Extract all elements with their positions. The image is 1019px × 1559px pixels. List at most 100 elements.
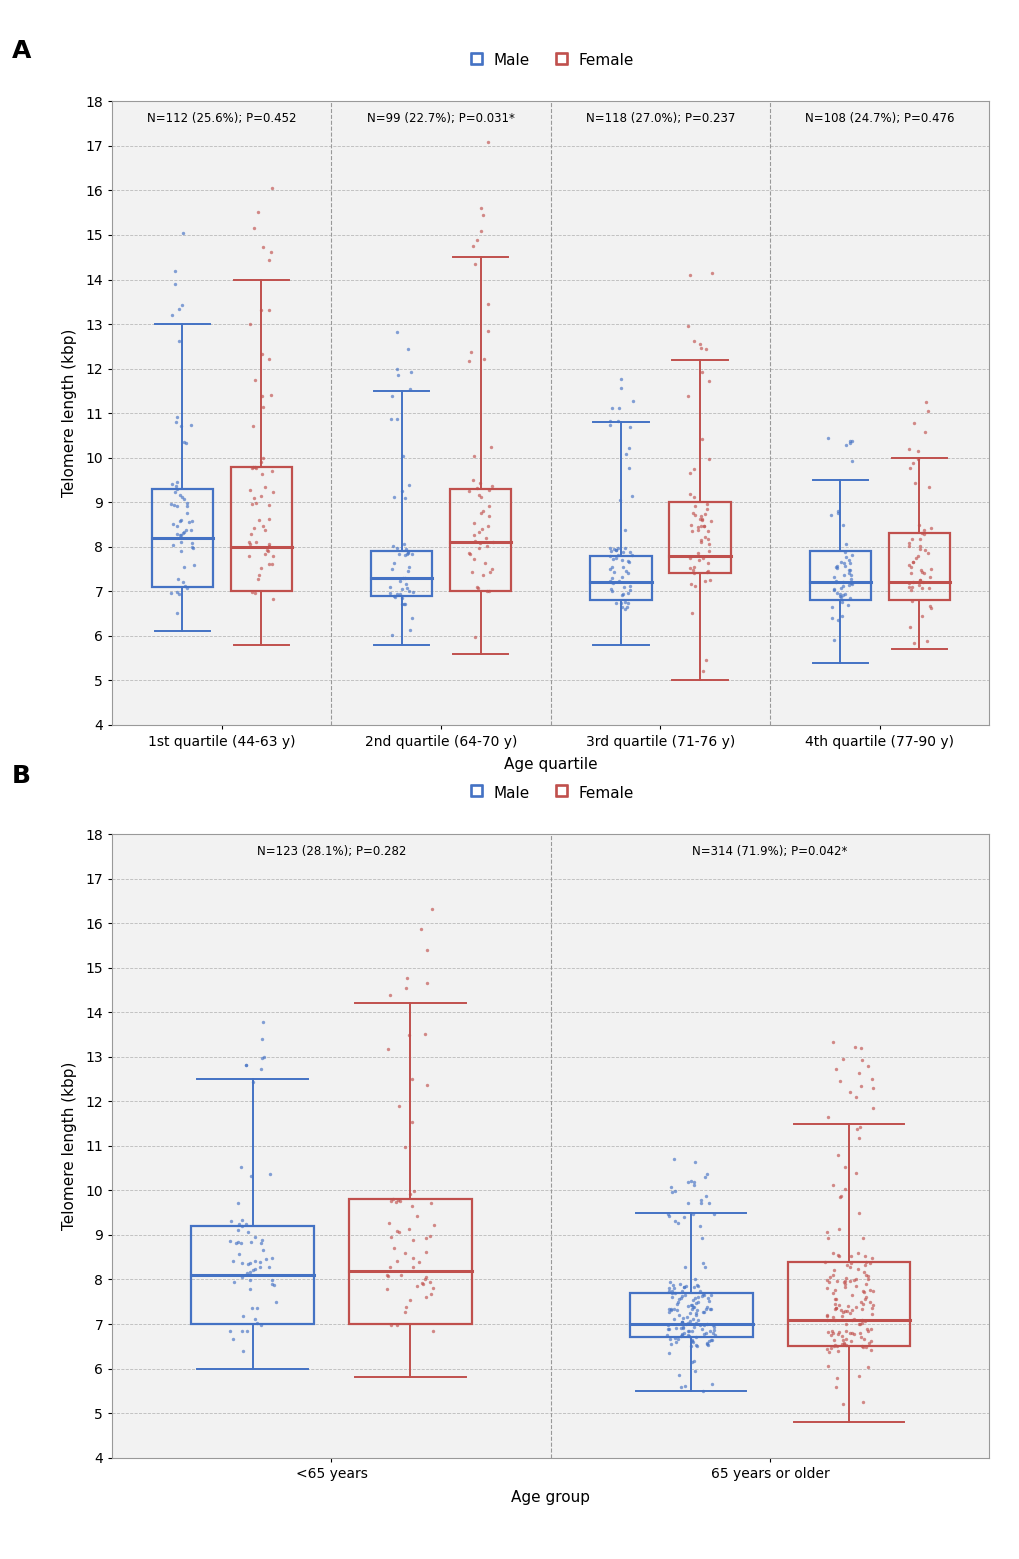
Point — [824, 1241, 841, 1266]
Point — [251, 563, 267, 588]
Point — [841, 586, 857, 611]
Point — [254, 1228, 270, 1253]
Point — [826, 567, 843, 592]
Point — [824, 1333, 841, 1358]
Point — [824, 1305, 841, 1330]
Point — [480, 513, 496, 538]
Point — [819, 1225, 836, 1250]
Point — [853, 1048, 869, 1073]
Bar — [348, 1199, 472, 1324]
Point — [700, 446, 716, 471]
Point — [833, 585, 849, 610]
Point — [681, 262, 697, 287]
Point — [478, 525, 494, 550]
Point — [250, 200, 266, 224]
Point — [835, 574, 851, 599]
Point — [679, 1319, 695, 1344]
Point — [692, 507, 708, 532]
Point — [682, 482, 698, 507]
Point — [394, 566, 411, 591]
Point — [253, 1057, 269, 1082]
Point — [610, 569, 627, 594]
Point — [234, 1339, 251, 1364]
Point — [172, 539, 189, 564]
Point — [827, 1057, 844, 1082]
Point — [825, 1296, 842, 1320]
Point — [692, 527, 708, 552]
Point — [183, 508, 200, 533]
Point — [253, 483, 269, 508]
Point — [820, 1269, 837, 1294]
Point — [706, 1322, 722, 1347]
Point — [853, 1308, 869, 1333]
Point — [396, 543, 413, 567]
Point — [678, 1274, 694, 1299]
Point — [847, 1274, 863, 1299]
Point — [824, 577, 841, 602]
Point — [668, 1289, 685, 1314]
Point — [850, 1060, 866, 1085]
Point — [692, 1188, 708, 1213]
Text: A: A — [12, 39, 32, 62]
Point — [380, 1037, 396, 1062]
Point — [820, 1264, 837, 1289]
Point — [666, 1179, 683, 1204]
Point — [601, 535, 618, 560]
Point — [465, 443, 481, 468]
Point — [827, 1286, 844, 1311]
Point — [167, 259, 183, 284]
Point — [857, 1263, 873, 1288]
Point — [174, 220, 191, 245]
Point — [393, 592, 410, 617]
Point — [398, 541, 415, 566]
Point — [237, 1211, 254, 1236]
Point — [677, 1283, 693, 1308]
Point — [837, 1319, 853, 1344]
Point — [698, 1330, 714, 1355]
Point — [163, 582, 179, 606]
Point — [686, 561, 702, 586]
Point — [862, 1338, 878, 1363]
Point — [702, 1297, 718, 1322]
Point — [820, 1339, 837, 1364]
Point — [841, 430, 857, 455]
Point — [393, 577, 410, 602]
Point — [920, 475, 936, 500]
Point — [169, 469, 185, 494]
Point — [245, 413, 261, 438]
Point — [400, 1023, 417, 1048]
Point — [177, 430, 194, 455]
Point — [419, 937, 435, 962]
Point — [397, 1296, 414, 1320]
Point — [603, 578, 620, 603]
Point — [833, 603, 849, 628]
Y-axis label: Telomere length (kbp): Telomere length (kbp) — [62, 1062, 77, 1230]
Text: N=99 (22.7%); P=0.031*: N=99 (22.7%); P=0.031* — [367, 112, 515, 125]
Point — [914, 560, 930, 585]
Point — [840, 558, 856, 583]
Point — [833, 575, 849, 600]
Point — [660, 1278, 677, 1303]
Point — [843, 1299, 859, 1324]
Point — [662, 1296, 679, 1320]
Point — [470, 536, 486, 561]
Point — [852, 1035, 868, 1060]
Point — [863, 1066, 879, 1091]
Point — [913, 603, 929, 628]
Point — [864, 1278, 880, 1303]
Point — [845, 1320, 861, 1345]
Point — [902, 555, 918, 580]
Point — [836, 553, 852, 578]
Point — [405, 1246, 421, 1271]
Point — [683, 1350, 699, 1375]
Point — [846, 1035, 862, 1060]
Point — [705, 1317, 721, 1342]
Y-axis label: Telomere length (kbp): Telomere length (kbp) — [62, 329, 77, 497]
Point — [246, 516, 262, 541]
Point — [671, 1272, 687, 1297]
Point — [849, 1241, 865, 1266]
Point — [171, 296, 187, 321]
Point — [692, 530, 708, 555]
Point — [835, 1048, 851, 1073]
Point — [221, 1228, 237, 1253]
